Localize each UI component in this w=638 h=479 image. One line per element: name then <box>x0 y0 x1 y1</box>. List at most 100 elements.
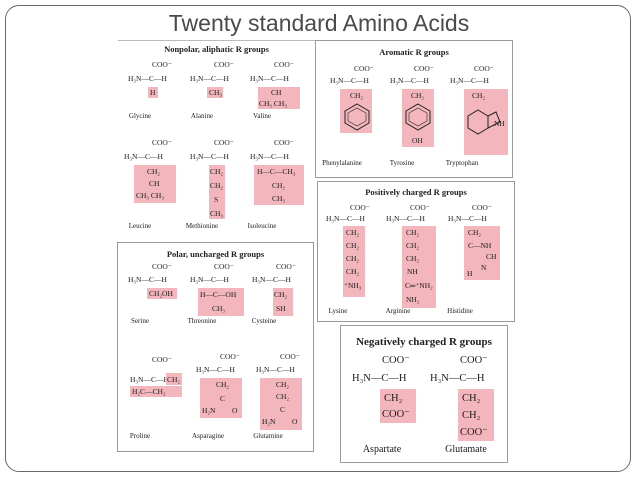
r-group-text: CH₂ <box>350 91 364 100</box>
alpha-carbon-line: H₃N—C—H <box>128 74 167 83</box>
alpha-carbon-line: H₃N—C—H <box>256 365 295 374</box>
group-title-negative: Negatively charged R groups <box>356 336 492 348</box>
r-group-text: CH₂ <box>147 167 161 176</box>
r-group-text: CH₂ <box>210 181 224 190</box>
r-group-highlight <box>200 378 242 418</box>
amino-acid-name: Alanine <box>190 112 214 120</box>
alpha-carbon-line: H₃N—C—H <box>352 373 407 384</box>
r-group-text: CH₃ CH₃ <box>259 99 287 108</box>
r-group-text: CH₂ <box>216 380 230 389</box>
alpha-carbon-line: H₃N—C—H <box>190 275 229 284</box>
r-group-highlight <box>402 226 436 308</box>
r-group-highlight <box>343 226 365 297</box>
r-group-text: CH₃ <box>272 194 286 203</box>
r-group-text: CH₂ <box>346 254 360 263</box>
alpha-carbon-line: H₃N—C—H <box>390 76 429 85</box>
benzene-ring-icon <box>344 103 370 131</box>
alpha-carbon-line: H₃N—C—H <box>250 74 289 83</box>
r-group-text: C—NH <box>468 241 492 250</box>
carboxyl-group: COO⁻ <box>414 64 434 73</box>
r-group-text: S <box>214 195 219 204</box>
carboxyl-group: COO⁻ <box>472 203 492 212</box>
group-title-polar: Polar, uncharged R groups <box>166 249 265 259</box>
slide-title: Twenty standard Amino Acids <box>168 10 470 36</box>
alpha-carbon-line: H₃N—C—H <box>448 214 487 223</box>
amino-acid-name: Tryptophan <box>445 159 479 167</box>
carboxyl-group: COO⁻ <box>474 64 494 73</box>
r-group-highlight <box>464 89 508 155</box>
r-group-text: CH₂ <box>406 254 420 263</box>
r-group-text: H₂N <box>262 417 276 426</box>
carboxyl-group: COO⁻ <box>214 138 234 147</box>
r-group-text: CH <box>271 88 282 97</box>
r-group-highlight <box>130 386 182 397</box>
alpha-carbon-line: H₃N—C—H <box>128 275 167 284</box>
r-group-text: CH₂ <box>346 228 360 237</box>
r-group-text: CH₂ <box>346 267 360 276</box>
r-group-text: CH₂ <box>276 392 290 401</box>
amino-acid-name: Glutamate <box>445 444 487 455</box>
r-group-text: C <box>280 405 286 414</box>
r-group-highlight <box>258 87 300 109</box>
r-group-text: CH₂ <box>272 181 286 190</box>
r-group-text: CH₂ <box>406 241 420 250</box>
r-group-text: CH₃ <box>209 88 223 97</box>
slide-frame <box>5 5 631 472</box>
r-group-text: CH₂ <box>406 228 420 237</box>
alpha-carbon-line: H₃N—C—H <box>124 152 163 161</box>
amino-acid-name: Methionine <box>185 222 219 230</box>
r-group-text: CH₃ <box>210 209 224 218</box>
carboxyl-group: COO⁻ <box>152 138 172 147</box>
r-group-text: CH₂ <box>167 375 181 384</box>
alpha-carbon-line: H₃N—C—H <box>196 365 235 374</box>
r-group-text: CH₂ <box>462 410 481 421</box>
r-group-text: CH₂ <box>411 91 425 100</box>
carboxyl-group: COO⁻ <box>220 352 240 361</box>
carboxyl-group: COO⁻ <box>152 355 172 364</box>
r-group-text: CH₃ <box>212 304 226 313</box>
r-group-text: C <box>220 394 226 403</box>
alpha-carbon-line: H₃N—C—H <box>430 373 485 384</box>
carboxyl-group: COO⁻ <box>276 262 296 271</box>
amino-acid-name: Arginine <box>385 307 411 315</box>
r-group-text: H—C—CH₃ <box>257 167 296 176</box>
r-group-text: CH₂ <box>384 393 403 404</box>
carboxyl-group: COO⁻ <box>214 60 234 69</box>
r-group-text: SH <box>276 304 286 313</box>
r-group-highlight <box>458 389 494 441</box>
r-group-text: COO⁻ <box>460 427 488 438</box>
r-group-highlight <box>148 87 158 98</box>
carboxyl-group: COO⁻ <box>280 352 300 361</box>
r-group-highlight <box>254 165 304 205</box>
r-group-text: ⁺NH₃ <box>344 281 362 290</box>
r-group-highlight <box>209 165 225 219</box>
r-group-text: O <box>232 406 238 415</box>
r-group-text: CH₃ CH₃ <box>136 191 164 200</box>
r-group-text: CH₂OH <box>149 289 173 298</box>
r-group-highlight <box>273 288 293 316</box>
group-title-aromatic: Aromatic R groups <box>379 47 449 57</box>
r-group-text: H—C—OH <box>200 290 237 299</box>
r-group-text: H₂N <box>202 406 216 415</box>
carboxyl-group: COO⁻ <box>460 355 488 366</box>
r-group-highlight <box>402 89 434 147</box>
r-group-text: CH₂ <box>472 91 486 100</box>
indole-ring-icon <box>467 109 501 135</box>
amino-acid-name: Tyrosine <box>389 159 415 167</box>
r-group-text: OH <box>412 136 423 145</box>
amino-acid-name: Glutamine <box>253 432 283 440</box>
r-group-highlight <box>147 288 177 299</box>
amino-acid-name: Serine <box>131 317 149 325</box>
r-group-text: CH₂ <box>462 393 481 404</box>
amino-acid-name: Cysteine <box>251 317 277 325</box>
carboxyl-group: COO⁻ <box>350 203 370 212</box>
amino-acid-name: Isoleucine <box>247 222 277 230</box>
r-group-text: CH₂ <box>274 290 288 299</box>
r-group-highlight <box>134 165 176 203</box>
amino-acid-name: Threonine <box>187 317 217 325</box>
amino-acid-name: Phenylalanine <box>322 159 362 167</box>
group-title-nonpolar: Nonpolar, aliphatic R groups <box>164 44 269 54</box>
r-group-highlight <box>260 378 302 430</box>
r-group-text: H <box>150 88 156 97</box>
r-group-text: H₂C—CH₂ <box>132 387 166 396</box>
